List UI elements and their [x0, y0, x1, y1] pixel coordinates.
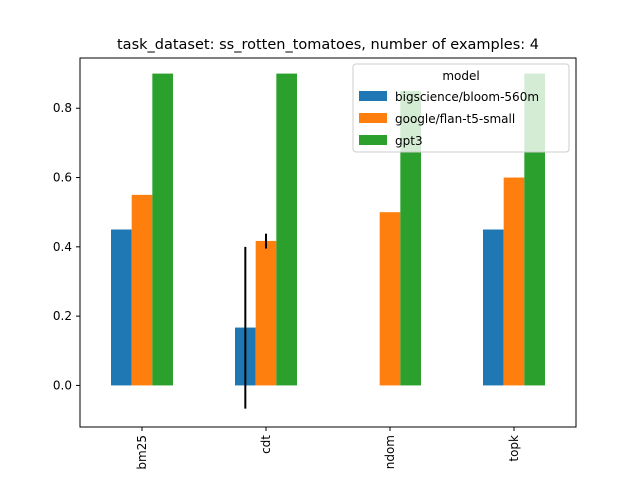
bar-1-bm25 — [131, 194, 153, 386]
legend-swatch-0 — [359, 91, 387, 101]
x-tick-label: ndom — [383, 435, 397, 469]
x-tick-label: topk — [507, 435, 521, 462]
y-tick-label: 0.6 — [53, 171, 72, 185]
legend-swatch-2 — [359, 135, 387, 145]
legend: model bigscience/bloom-560m google/flan-t5… — [352, 63, 570, 153]
legend-title: model — [442, 69, 479, 83]
legend-swatch-1 — [359, 113, 387, 123]
y-tick-label: 0.0 — [53, 378, 72, 392]
y-tick-label: 0.4 — [53, 240, 72, 254]
axes: 0.0 0.2 0.4 0.6 0.8 bm25 cdt ndom topk — [53, 57, 577, 470]
y-tick-label: 0.8 — [53, 101, 72, 115]
bar-2-cdt — [276, 73, 297, 386]
x-tick-label: bm25 — [135, 435, 149, 470]
bar-0-topk — [483, 229, 504, 386]
x-tick-label: cdt — [259, 435, 273, 454]
legend-box — [352, 63, 570, 153]
bar-2-bm25 — [152, 73, 173, 386]
y-tick-label: 0.2 — [53, 309, 72, 323]
chart-title: task_dataset: ss_rotten_tomatoes, number… — [117, 37, 539, 53]
bar-1-cdt — [255, 240, 277, 386]
legend-label-2: gpt3 — [395, 134, 423, 148]
legend-label-0: bigscience/bloom-560m — [395, 90, 539, 104]
bar-1-topk — [503, 177, 525, 386]
bar-1-ndom — [379, 212, 401, 386]
bar-2-ndom — [400, 90, 421, 386]
axes-frame — [79, 57, 577, 428]
bar-0-bm25 — [111, 229, 132, 386]
legend-label-1: google/flan-t5-small — [395, 112, 515, 126]
